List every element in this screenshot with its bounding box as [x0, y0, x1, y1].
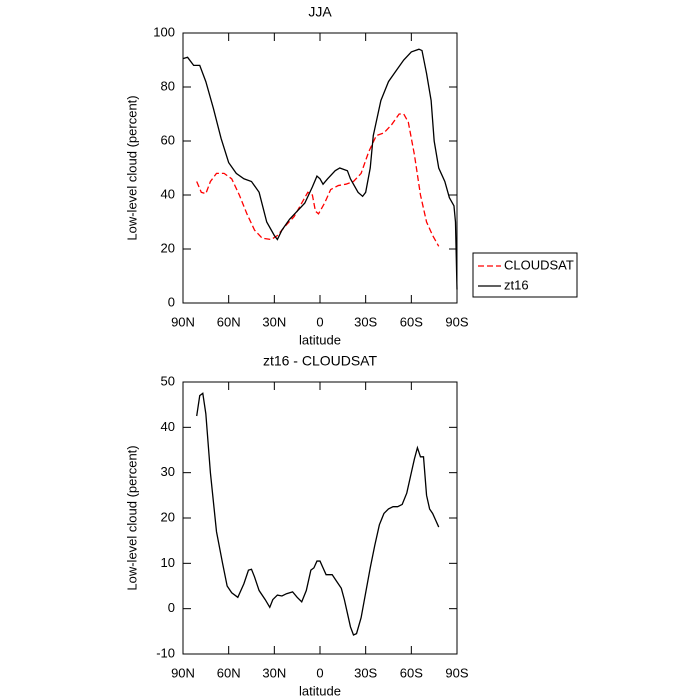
series-line — [196, 392, 440, 636]
x-tick-label: 30N — [262, 665, 286, 680]
x-tick-label: 30S — [354, 665, 377, 680]
y-axis-label: Low-level cloud (percent) — [124, 445, 139, 590]
y-tick-label: 0 — [168, 600, 175, 615]
x-axis-label: latitude — [299, 683, 341, 698]
x-tick-label: 60N — [217, 665, 241, 680]
y-tick-label: 100 — [153, 24, 175, 39]
series-line — [182, 48, 458, 290]
y-tick-label: 0 — [168, 294, 175, 309]
y-tick-label: 10 — [161, 555, 175, 570]
x-tick-label: 90S — [445, 665, 468, 680]
legend-label: CLOUDSAT — [504, 257, 574, 272]
x-tick-label: 0 — [316, 314, 323, 329]
x-tick-label: 0 — [316, 665, 323, 680]
x-tick-label: 30S — [354, 314, 377, 329]
y-axis-label: Low-level cloud (percent) — [124, 95, 139, 240]
x-tick-label: 90N — [171, 665, 195, 680]
y-tick-label: 20 — [161, 240, 175, 255]
legend-label: zt16 — [504, 277, 529, 292]
x-tick-label: 90S — [445, 314, 468, 329]
x-tick-label: 30N — [262, 314, 286, 329]
legend: CLOUDSAT zt16 — [472, 252, 578, 298]
x-tick-label: 60S — [400, 314, 423, 329]
x-tick-label: 60N — [217, 314, 241, 329]
chart-title: zt16 - CLOUDSAT — [263, 353, 378, 369]
plot-frame — [182, 32, 458, 304]
y-tick-label: 20 — [161, 509, 175, 524]
y-tick-label: 40 — [161, 186, 175, 201]
y-tick-label: 30 — [161, 464, 175, 479]
series-line — [196, 113, 440, 247]
y-tick-label: 80 — [161, 78, 175, 93]
y-tick-label: 40 — [161, 419, 175, 434]
legend-box — [472, 252, 578, 298]
plot-frame — [182, 381, 458, 655]
y-tick-label: 60 — [161, 132, 175, 147]
y-tick-label: -10 — [156, 645, 175, 660]
chart-title: JJA — [308, 4, 332, 20]
y-tick-label: 50 — [161, 373, 175, 388]
x-tick-label: 90N — [171, 314, 195, 329]
x-axis-label: latitude — [299, 332, 341, 347]
x-tick-label: 60S — [400, 665, 423, 680]
